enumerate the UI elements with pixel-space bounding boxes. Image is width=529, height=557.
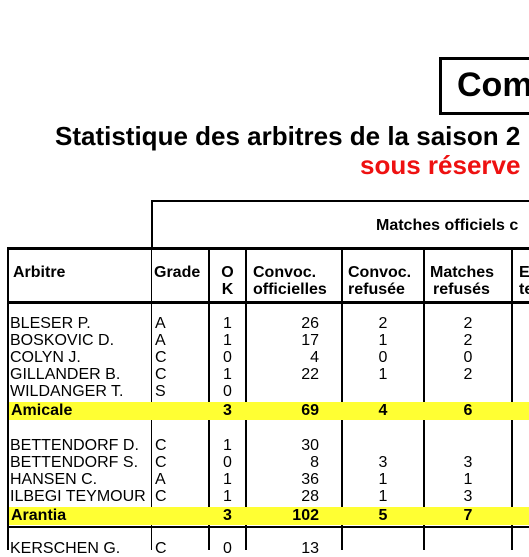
col-header-convoc-2: officielles: [253, 281, 327, 298]
cell-matches-refuses: 1: [463, 471, 473, 488]
cell-ok: 1: [223, 315, 232, 332]
cell-convoc-refusee: 1: [378, 366, 388, 383]
cell-name: GILLANDER B.: [10, 366, 121, 383]
total-row-highlight: [9, 402, 529, 420]
cell-convoc: 28: [301, 488, 319, 505]
cell-convoc: 4: [310, 349, 319, 366]
col-header-arbitre: Arbitre: [13, 264, 66, 281]
cell-grade: C: [155, 540, 167, 557]
cell-grade: C: [155, 366, 167, 383]
cell-matches-refuses: 0: [463, 349, 473, 366]
cell-convoc-refusee: 1: [378, 332, 388, 349]
col-header-convoc-1: Convoc.: [253, 264, 317, 281]
col-border-convoc: [245, 247, 247, 550]
cell-convoc: 30: [301, 437, 319, 454]
cell-ok: 0: [223, 383, 232, 400]
cell-name: BETTENDORF D.: [10, 437, 139, 454]
total-convoc: 69: [301, 402, 319, 419]
cell-grade: C: [155, 454, 167, 471]
total-ok: 3: [223, 507, 232, 524]
col-border-convoc-ref: [341, 247, 343, 550]
cell-ok: 0: [223, 454, 232, 471]
cell-ok: 0: [223, 349, 232, 366]
group-header: Matches officiels c: [376, 217, 519, 234]
col-header-matches-ref-1: Matches: [430, 264, 495, 281]
cell-convoc-refusee: 1: [378, 471, 388, 488]
total-matches-refuses: 6: [463, 402, 473, 419]
cell-convoc-refusee: 0: [378, 349, 388, 366]
cell-grade: A: [155, 315, 166, 332]
cell-name: BETTENDORF S.: [10, 454, 139, 471]
cell-ok: 0: [223, 540, 232, 557]
total-ok: 3: [223, 402, 232, 419]
col-header-grade: Grade: [154, 264, 201, 281]
table-top-border: [7, 247, 529, 250]
col-border-left: [7, 247, 9, 550]
cell-matches-refuses: 2: [463, 315, 473, 332]
cell-name: ILBEGI TEYMOUR: [10, 488, 146, 505]
cell-ok: 1: [223, 437, 232, 454]
total-row-highlight: [9, 507, 529, 525]
document-subtitle: Statistique des arbitres de la saison 2: [55, 121, 521, 151]
cell-grade: S: [155, 383, 166, 400]
col-header-ok-o: O: [221, 264, 234, 281]
cell-convoc-refusee: 2: [378, 315, 388, 332]
cell-matches-refuses: 3: [463, 454, 473, 471]
cell-convoc: 22: [301, 366, 319, 383]
cell-name: WILDANGER T.: [10, 383, 124, 400]
col-border-ok: [208, 247, 210, 550]
col-header-convoc-ref-2: refusée: [348, 281, 405, 298]
col-header-last-2: te: [519, 281, 529, 298]
total-name: Arantia: [11, 507, 67, 524]
cell-ok: 1: [223, 488, 232, 505]
col-border-grade: [151, 247, 152, 550]
col-header-ok-k: K: [221, 281, 234, 298]
document-title: Com: [439, 57, 529, 115]
cell-name: BOSKOVIC D.: [10, 332, 115, 349]
cell-grade: A: [155, 332, 166, 349]
total-name: Amicale: [11, 402, 73, 419]
col-border-matches-ref: [423, 247, 425, 550]
cell-name: HANSEN C.: [10, 471, 98, 488]
group-separator: [7, 526, 529, 528]
col-header-convoc-ref-1: Convoc.: [348, 264, 412, 281]
total-convoc-refusee: 5: [378, 507, 388, 524]
cell-ok: 1: [223, 332, 232, 349]
cell-name: COLYN J.: [10, 349, 81, 366]
header-bottom-border: [7, 301, 529, 304]
cell-convoc: 17: [301, 332, 319, 349]
cell-grade: A: [155, 471, 166, 488]
cell-matches-refuses: 2: [463, 366, 473, 383]
reserve-note: sous réserve: [360, 150, 521, 180]
total-convoc: 102: [292, 507, 319, 524]
cell-convoc-refusee: 3: [378, 454, 388, 471]
cell-grade: C: [155, 437, 167, 454]
total-matches-refuses: 7: [463, 507, 473, 524]
cell-matches-refuses: 3: [463, 488, 473, 505]
cell-name: KERSCHEN G.: [10, 540, 121, 557]
cell-ok: 1: [223, 471, 232, 488]
cell-convoc-refusee: 1: [378, 488, 388, 505]
cell-name: BLESER P.: [10, 315, 91, 332]
cell-convoc: 13: [301, 540, 319, 557]
cell-grade: C: [155, 349, 167, 366]
cell-matches-refuses: 2: [463, 332, 473, 349]
group-header-left-border: [151, 200, 153, 248]
col-border-last: [511, 247, 513, 550]
group-header-top-border: [151, 200, 529, 202]
cell-ok: 1: [223, 366, 232, 383]
cell-convoc: 26: [301, 315, 319, 332]
col-header-last-1: E: [519, 264, 529, 281]
cell-convoc: 36: [301, 471, 319, 488]
cell-convoc: 8: [310, 454, 319, 471]
col-header-matches-ref-2: refusés: [433, 281, 490, 298]
cell-grade: C: [155, 488, 167, 505]
total-convoc-refusee: 4: [378, 402, 388, 419]
